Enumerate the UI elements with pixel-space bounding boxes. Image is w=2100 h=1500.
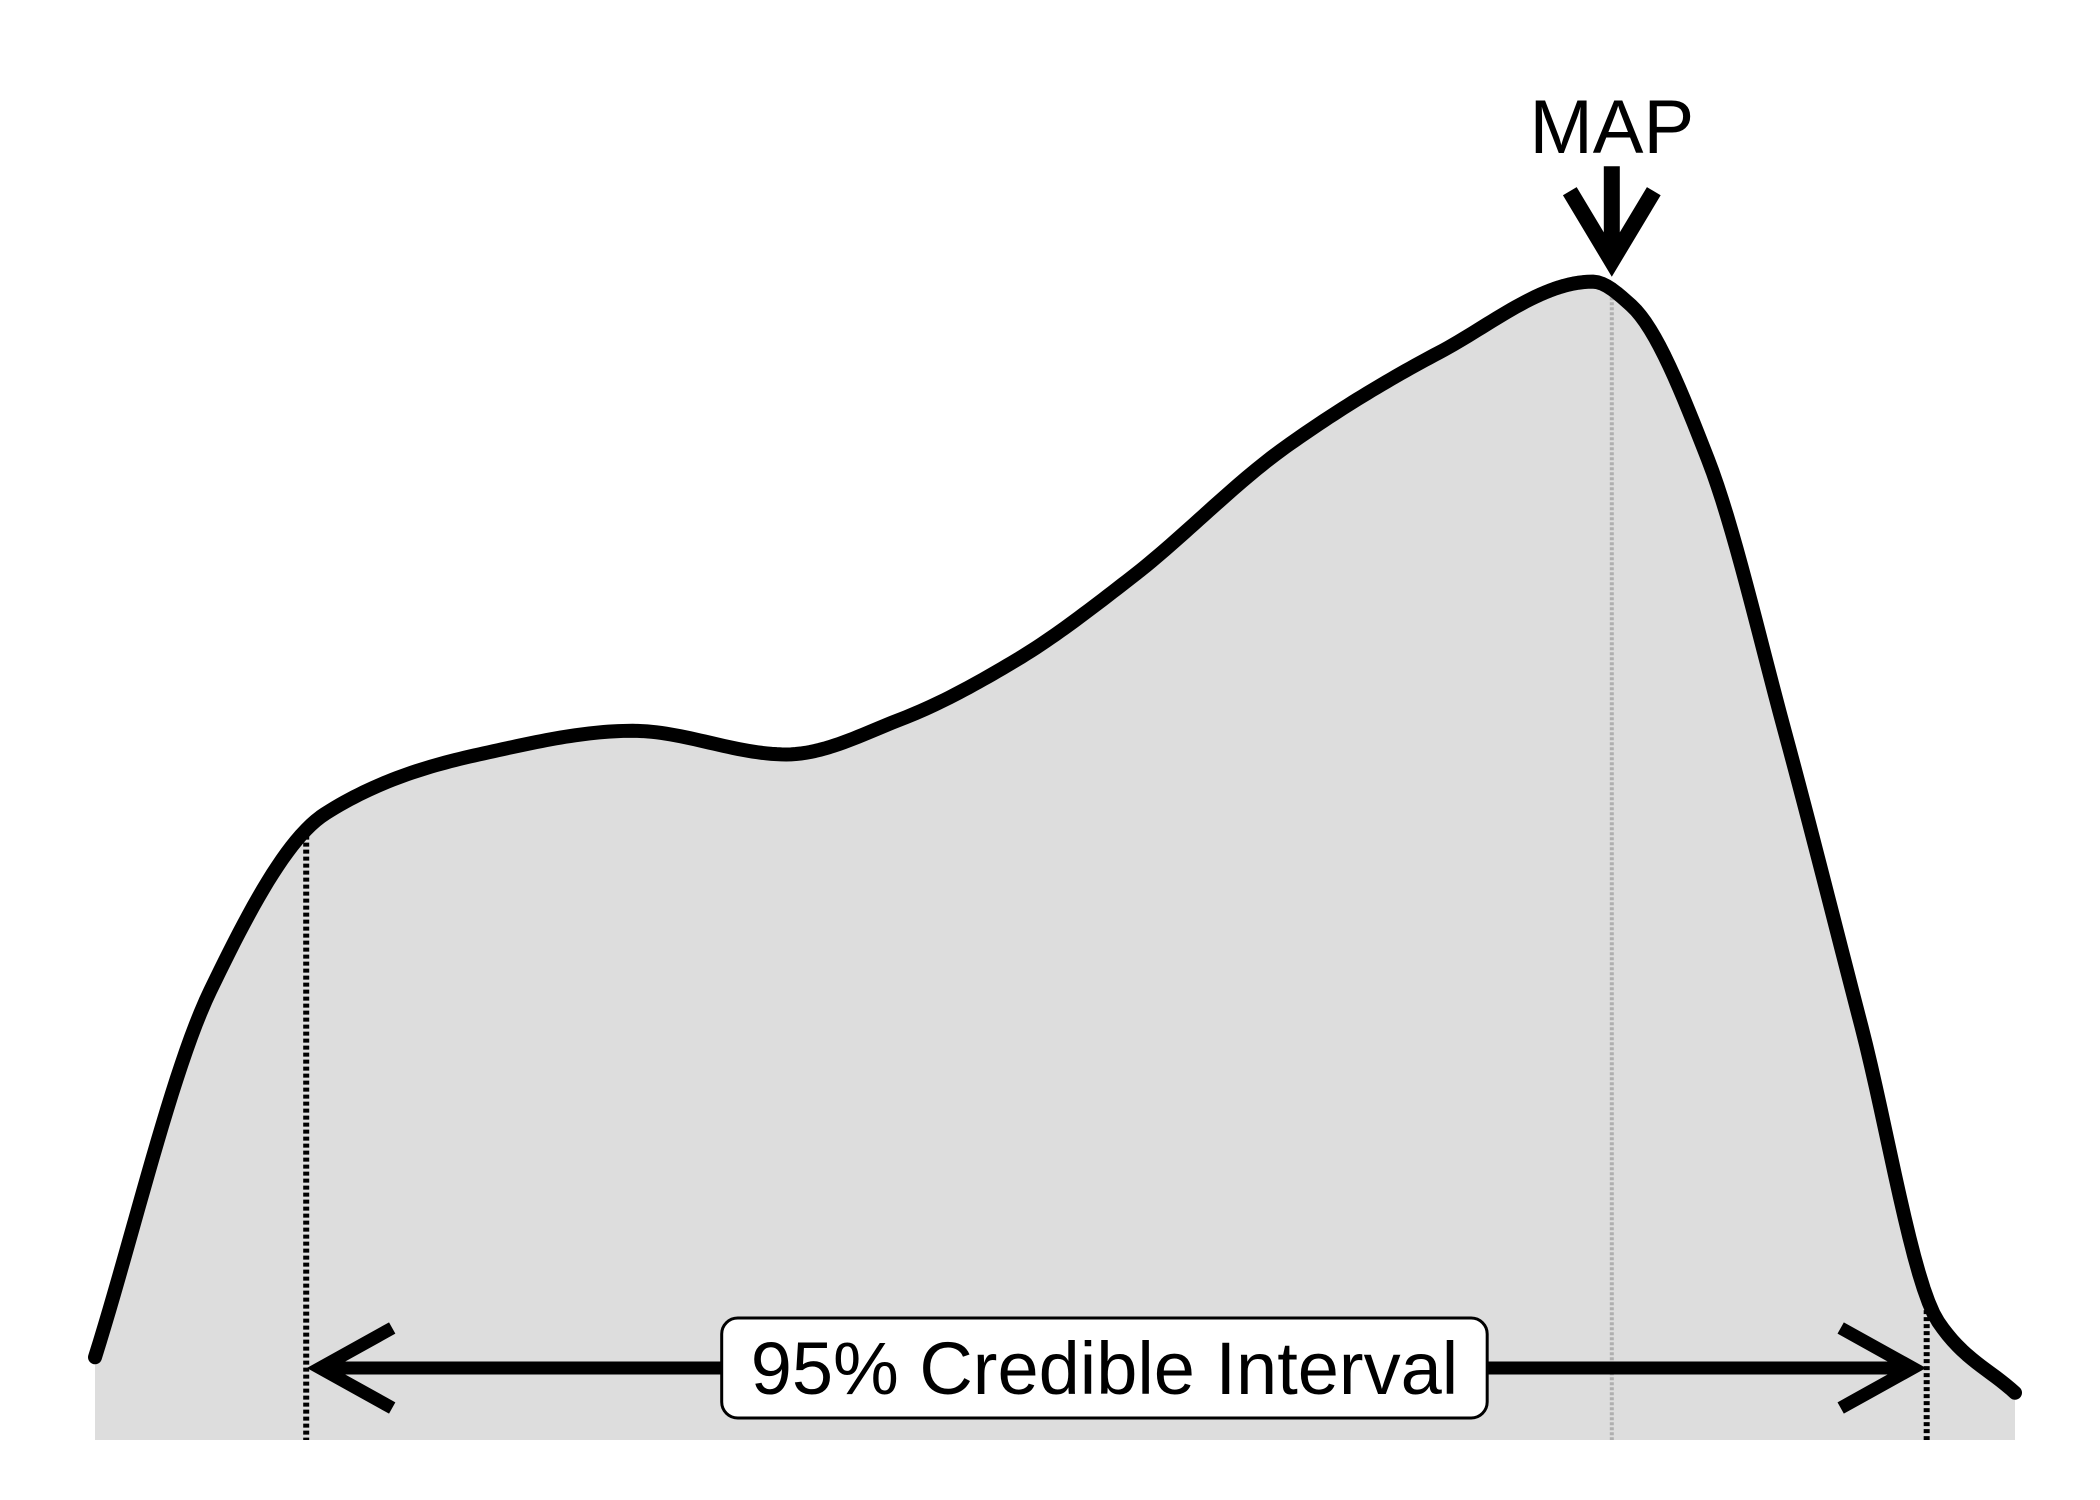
map-arrow-icon — [1562, 166, 1661, 277]
interval-left-arrowhead-icon — [306, 1322, 396, 1414]
interval-label-box — [720, 1316, 1489, 1420]
interval-right-arrowhead-icon — [1837, 1322, 1927, 1414]
density-curve — [88, 274, 2022, 1400]
map-label: MAP — [1529, 85, 1694, 170]
density-area — [95, 281, 2015, 1440]
interval-label: 95% Credible Interval — [751, 1327, 1458, 1410]
